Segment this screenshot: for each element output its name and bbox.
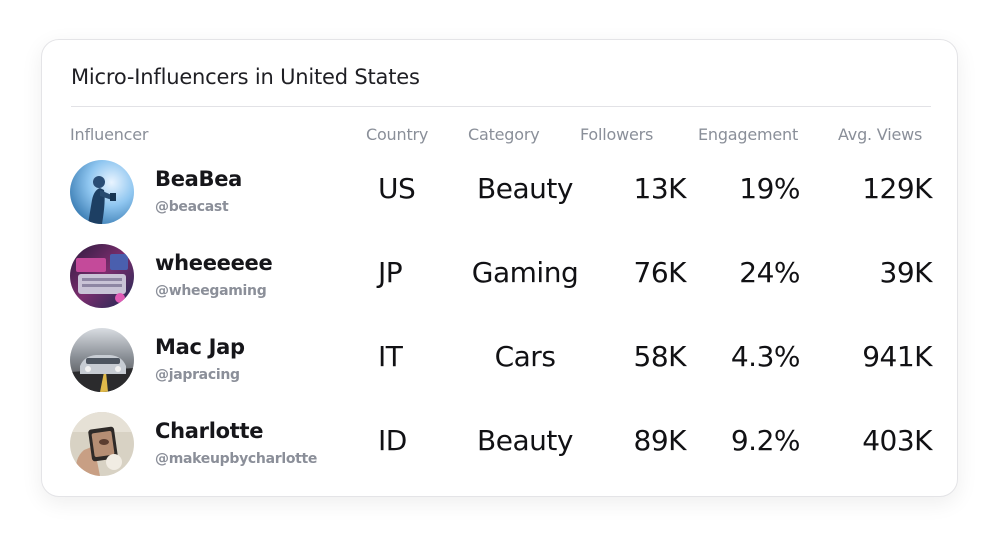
- category-cell: Cars: [494, 340, 556, 373]
- engagement-cell: 4.3%: [730, 340, 801, 373]
- card-title: Micro-Influencers in United States: [71, 65, 420, 89]
- country-cell: JP: [378, 256, 403, 289]
- category-cell: Gaming: [471, 256, 579, 289]
- influencer-handle[interactable]: @makeupbycharlotte: [155, 451, 318, 467]
- country-cell: US: [378, 172, 416, 205]
- table-row[interactable]: wheeeeee @wheegaming JP Gaming 76K 24% 3…: [42, 244, 957, 314]
- followers-cell: 13K: [633, 172, 687, 205]
- followers-cell: 76K: [633, 256, 687, 289]
- engagement-cell: 19%: [739, 172, 800, 205]
- influencer-name[interactable]: Charlotte: [155, 419, 264, 443]
- followers-cell: 89K: [633, 424, 687, 457]
- engagement-cell: 9.2%: [730, 424, 801, 457]
- header-influencer[interactable]: Influencer: [70, 125, 149, 144]
- header-category[interactable]: Category: [468, 125, 540, 144]
- influencer-handle[interactable]: @wheegaming: [155, 283, 267, 299]
- influencer-handle[interactable]: @beacast: [155, 199, 229, 215]
- country-cell: IT: [378, 340, 403, 373]
- avg-views-cell: 129K: [862, 172, 932, 205]
- table-row[interactable]: Mac Jap @japracing IT Cars 58K 4.3% 941K: [42, 328, 957, 398]
- header-country[interactable]: Country: [366, 125, 429, 144]
- table-row[interactable]: Charlotte @makeupbycharlotte ID Beauty 8…: [42, 412, 957, 482]
- avg-views-cell: 403K: [862, 424, 932, 457]
- avatar[interactable]: [70, 412, 134, 476]
- influencer-handle[interactable]: @japracing: [155, 367, 240, 383]
- header-followers[interactable]: Followers: [580, 125, 654, 144]
- influencer-name[interactable]: wheeeeee: [155, 251, 273, 275]
- avg-views-cell: 39K: [879, 256, 933, 289]
- influencer-name[interactable]: Mac Jap: [155, 335, 245, 359]
- header-avg-views[interactable]: Avg. Views: [838, 125, 923, 144]
- engagement-cell: 24%: [739, 256, 800, 289]
- country-cell: ID: [378, 424, 407, 457]
- avatar[interactable]: [70, 244, 134, 308]
- followers-cell: 58K: [633, 340, 687, 373]
- influencer-name[interactable]: BeaBea: [155, 167, 243, 191]
- avatar[interactable]: [70, 328, 134, 392]
- avatar[interactable]: [70, 160, 134, 224]
- category-cell: Beauty: [477, 172, 573, 205]
- header-engagement[interactable]: Engagement: [698, 125, 799, 144]
- title-divider: [71, 106, 931, 107]
- table-row[interactable]: BeaBea @beacast US Beauty 13K 19% 129K: [42, 160, 957, 230]
- avg-views-cell: 941K: [862, 340, 932, 373]
- influencer-card: Micro-Influencers in United States Influ…: [41, 39, 958, 497]
- category-cell: Beauty: [477, 424, 573, 457]
